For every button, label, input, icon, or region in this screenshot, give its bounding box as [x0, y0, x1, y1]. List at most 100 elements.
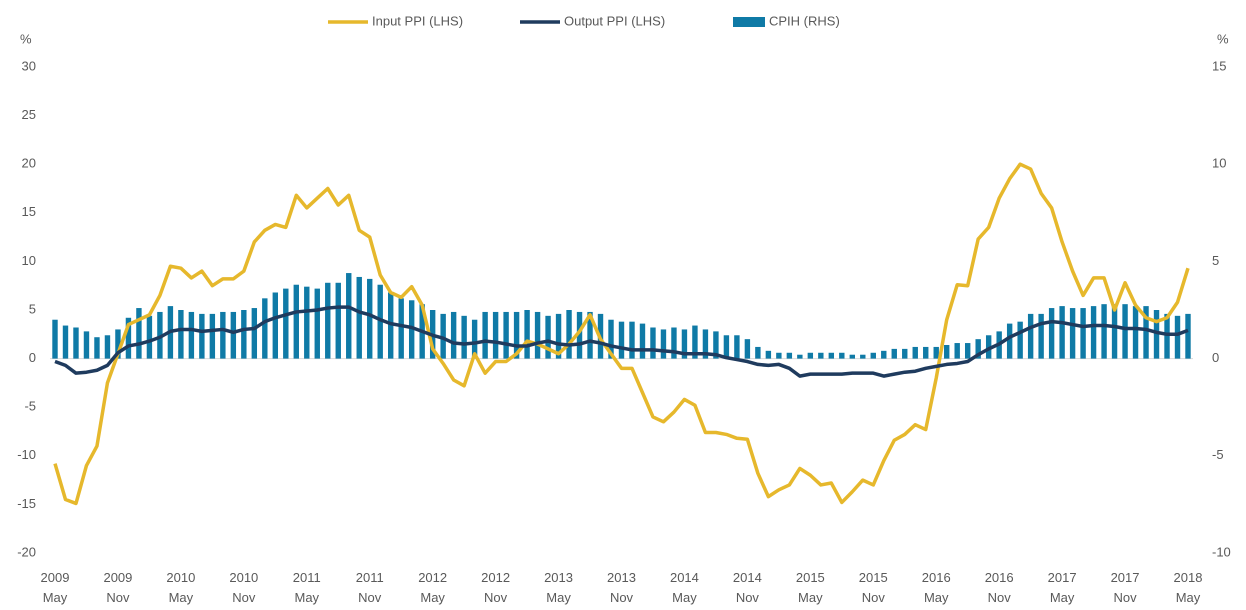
y-tick-label: 15	[22, 204, 36, 219]
bar	[388, 292, 394, 359]
y2-tick-label: 10	[1212, 156, 1226, 171]
y-tick-label: -5	[24, 399, 36, 414]
line	[54, 305, 1189, 378]
bar	[178, 310, 184, 359]
bar	[639, 323, 646, 359]
bar	[713, 331, 719, 359]
bar	[985, 335, 992, 359]
bar	[314, 288, 320, 359]
bar	[1122, 304, 1128, 359]
bar	[576, 311, 583, 359]
bar	[482, 311, 488, 359]
bar	[870, 352, 876, 359]
legend-label: Output PPI (LHS)	[564, 13, 665, 28]
y-tick-label: 25	[22, 107, 36, 122]
x-tick-label: 2013 May	[544, 570, 573, 605]
bar	[1006, 323, 1013, 359]
x-tick-label: 2014 Nov	[732, 570, 762, 605]
x-tick-label: 2017 Nov	[1110, 570, 1140, 605]
bar	[1101, 304, 1107, 359]
bar	[545, 315, 551, 359]
bar	[241, 310, 247, 359]
bar	[52, 319, 58, 359]
x-tick-label: 2009 Nov	[103, 570, 133, 605]
x-tick-label: 2017 May	[1047, 570, 1077, 605]
bar	[776, 352, 782, 359]
bar	[933, 346, 939, 359]
bar	[104, 335, 111, 359]
y-tick-label: -15	[17, 496, 36, 511]
bar	[692, 325, 698, 359]
x-tick-label: 2009 May	[40, 570, 70, 605]
bar	[1185, 313, 1191, 359]
bar	[1069, 308, 1076, 359]
bar	[681, 329, 688, 359]
bar	[62, 325, 69, 359]
bar	[723, 335, 730, 359]
bar	[220, 311, 226, 359]
y-tick-label: 30	[22, 58, 36, 73]
bar	[566, 310, 572, 359]
bar	[367, 278, 373, 359]
bar	[964, 343, 971, 359]
bar	[650, 327, 656, 359]
y-tick-label: 0	[29, 350, 36, 365]
bar	[912, 346, 918, 359]
y2-tick-label: -10	[1212, 544, 1231, 559]
y2-tick-label: 5	[1212, 253, 1219, 268]
bar	[702, 329, 709, 359]
bar	[671, 327, 677, 359]
x-tick-label: 2011 May	[292, 570, 321, 605]
bar	[461, 315, 467, 359]
bar	[734, 335, 740, 359]
bar	[849, 354, 855, 359]
bar	[251, 308, 258, 359]
bar	[398, 298, 404, 359]
bar	[524, 310, 530, 359]
bar	[262, 298, 268, 359]
bar	[440, 313, 446, 359]
x-tick-label: 2015 Nov	[858, 570, 888, 605]
bar	[744, 339, 751, 359]
bar	[1059, 306, 1065, 359]
bar	[1164, 313, 1170, 359]
bar	[755, 346, 761, 359]
bar	[1017, 321, 1023, 359]
bar	[408, 300, 415, 359]
bar	[293, 284, 299, 359]
bar	[902, 348, 908, 359]
bar	[136, 308, 142, 359]
bar	[1143, 306, 1149, 359]
y2-axis-label: %	[1217, 31, 1229, 46]
bar	[1132, 306, 1139, 359]
x-tick-label: 2018 May	[1173, 570, 1203, 605]
bar	[304, 286, 310, 359]
bar	[587, 311, 593, 359]
bar	[1048, 308, 1055, 359]
legend-label: Input PPI (LHS)	[372, 13, 463, 28]
x-tick-label: 2014 May	[669, 570, 699, 605]
bar	[1174, 315, 1181, 359]
x-tick-label: 2012 May	[418, 570, 448, 605]
y2-tick-label: 15	[1212, 58, 1226, 73]
y-tick-label: 5	[29, 301, 36, 316]
bar	[1153, 310, 1160, 359]
y2-tick-label: 0	[1212, 350, 1219, 365]
bar	[199, 313, 205, 359]
bar	[209, 313, 216, 359]
y-tick-label: 20	[22, 156, 36, 171]
x-tick-label: 2011 Nov	[355, 570, 384, 605]
bar	[1080, 308, 1086, 359]
bar	[765, 350, 772, 359]
bar	[891, 348, 897, 359]
bar	[1111, 304, 1118, 359]
line	[53, 162, 1190, 506]
bar	[1027, 313, 1034, 359]
bar	[860, 354, 866, 359]
bar	[83, 331, 90, 359]
bar	[555, 313, 562, 359]
legend-swatch	[733, 17, 765, 27]
bar	[975, 339, 981, 359]
bar	[807, 352, 814, 359]
